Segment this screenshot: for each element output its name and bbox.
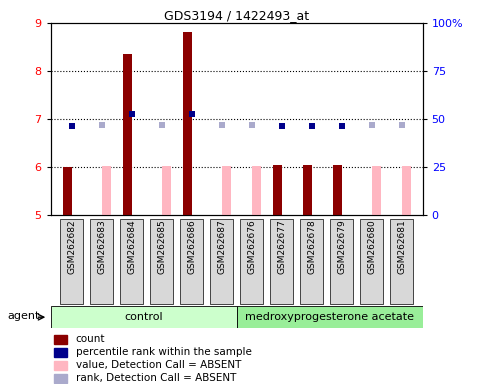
Text: percentile rank within the sample: percentile rank within the sample — [76, 348, 252, 358]
Bar — [54, 361, 67, 370]
FancyBboxPatch shape — [60, 219, 84, 303]
Text: GSM262679: GSM262679 — [337, 220, 346, 274]
FancyBboxPatch shape — [300, 219, 323, 303]
Text: GSM262681: GSM262681 — [397, 220, 406, 274]
Bar — [252, 166, 261, 215]
Text: GSM262685: GSM262685 — [157, 220, 166, 274]
Bar — [123, 54, 132, 215]
Point — [218, 122, 226, 128]
Bar — [102, 166, 111, 215]
Point — [278, 123, 285, 129]
Text: GSM262683: GSM262683 — [97, 220, 106, 274]
FancyBboxPatch shape — [390, 219, 413, 303]
Bar — [63, 167, 71, 215]
Point — [68, 123, 75, 129]
Point — [338, 123, 345, 129]
Point — [248, 122, 256, 128]
Bar — [402, 166, 411, 215]
Point — [188, 111, 196, 118]
Title: GDS3194 / 1422493_at: GDS3194 / 1422493_at — [164, 9, 309, 22]
Bar — [54, 374, 67, 383]
Text: GSM262687: GSM262687 — [217, 220, 226, 274]
Text: agent: agent — [8, 311, 40, 321]
Text: rank, Detection Call = ABSENT: rank, Detection Call = ABSENT — [76, 373, 236, 383]
Point — [398, 122, 406, 128]
Text: GSM262677: GSM262677 — [277, 220, 286, 274]
Bar — [273, 165, 282, 215]
Point — [308, 123, 315, 129]
Text: GSM262678: GSM262678 — [307, 220, 316, 274]
Point — [368, 122, 375, 128]
Bar — [162, 166, 170, 215]
Point — [128, 111, 136, 118]
FancyBboxPatch shape — [180, 219, 203, 303]
Point — [98, 122, 106, 128]
Text: GSM262684: GSM262684 — [127, 220, 136, 274]
FancyBboxPatch shape — [210, 219, 233, 303]
Bar — [303, 165, 312, 215]
Bar — [54, 335, 67, 344]
FancyBboxPatch shape — [240, 219, 263, 303]
FancyBboxPatch shape — [120, 219, 143, 303]
Text: GSM262680: GSM262680 — [367, 220, 376, 274]
FancyBboxPatch shape — [51, 306, 237, 328]
Text: GSM262682: GSM262682 — [67, 220, 76, 274]
FancyBboxPatch shape — [360, 219, 384, 303]
Point — [158, 122, 166, 128]
Text: medroxyprogesterone acetate: medroxyprogesterone acetate — [245, 312, 414, 322]
Bar — [371, 166, 381, 215]
FancyBboxPatch shape — [270, 219, 293, 303]
Text: GSM262686: GSM262686 — [187, 220, 196, 274]
Text: control: control — [125, 312, 163, 322]
Text: count: count — [76, 334, 105, 344]
Bar — [54, 348, 67, 357]
FancyBboxPatch shape — [90, 219, 114, 303]
Bar — [222, 166, 231, 215]
Text: GSM262676: GSM262676 — [247, 220, 256, 274]
FancyBboxPatch shape — [150, 219, 173, 303]
FancyBboxPatch shape — [330, 219, 354, 303]
FancyBboxPatch shape — [237, 306, 423, 328]
Bar — [183, 32, 192, 215]
Bar — [333, 165, 341, 215]
Text: value, Detection Call = ABSENT: value, Detection Call = ABSENT — [76, 360, 241, 370]
